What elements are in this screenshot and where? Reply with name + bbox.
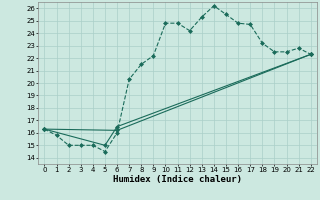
X-axis label: Humidex (Indice chaleur): Humidex (Indice chaleur) <box>113 175 242 184</box>
